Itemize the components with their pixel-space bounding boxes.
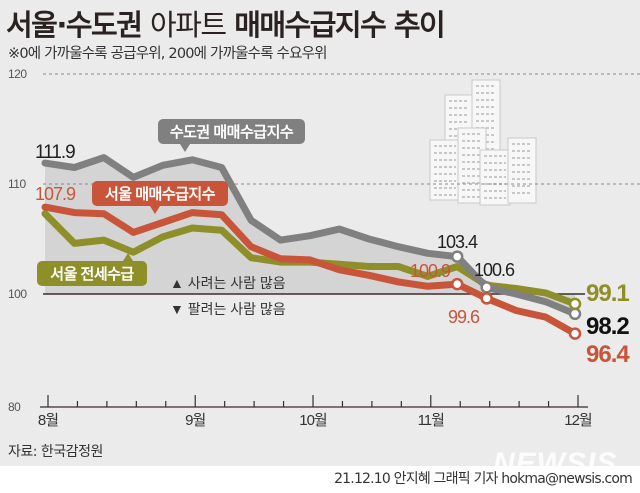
source-text: 자료: 한국감정원 xyxy=(8,444,103,460)
y-tick-label: 110 xyxy=(8,177,26,191)
y-tick-label: 100 xyxy=(8,287,27,301)
credit-text: 21.12.10 안지혜 그래픽 기자 hokma@newsis.com xyxy=(334,471,633,487)
newsis-logo: NEWSIS xyxy=(493,447,618,480)
y-tick-label: 120 xyxy=(8,67,27,81)
data-point-marker xyxy=(568,297,582,311)
data-point-marker xyxy=(450,250,464,263)
callout-box-2 xyxy=(37,261,147,286)
callout-box-0 xyxy=(158,119,305,144)
callout-pointer xyxy=(123,253,133,261)
data-label: 100.6 xyxy=(474,260,515,280)
x-axis: 8월 9월 10월 11월 12월 xyxy=(38,395,593,429)
series-markers xyxy=(450,250,582,340)
data-label: 96.4 xyxy=(586,341,630,368)
x-tick-label: 11월 xyxy=(418,412,445,429)
data-label: 111.9 xyxy=(35,142,75,163)
callout-box-1 xyxy=(92,181,228,206)
annotation-buyers-many: ▲ 사려는 사람 많음 xyxy=(170,275,286,291)
data-label: 100.9 xyxy=(410,261,451,281)
data-point-marker xyxy=(568,307,582,321)
x-tick-label: 12월 xyxy=(564,412,592,429)
data-label: 99.6 xyxy=(448,307,480,327)
subtitle: ※0에 가까울수록 공급우위, 200에 가까울수록 수요우위 xyxy=(8,46,328,62)
data-point-marker xyxy=(480,292,493,305)
series-legend-label: 서울 매매수급지수 xyxy=(105,186,216,203)
building-2 xyxy=(429,139,461,201)
callout-pointer xyxy=(180,144,190,152)
gridlines xyxy=(43,73,640,295)
data-point-marker xyxy=(450,277,464,291)
series-legend-label: 수도권 매매수급지수 xyxy=(170,123,294,141)
direction-annotations: ▲ 사려는 사람 많음 ▼ 팔려는 사람 많음 xyxy=(170,275,286,317)
data-label: 98.2 xyxy=(586,313,629,340)
y-axis-labels: 120 110 100 80 xyxy=(8,67,28,414)
data-point-marker xyxy=(568,327,582,340)
title-rest: 매매수급지수 추이 xyxy=(234,8,446,42)
callout-pointer xyxy=(150,206,160,214)
title-bold: 서울·수도권 xyxy=(6,8,143,42)
y-tick-label: 80 xyxy=(8,400,21,414)
footer-bar xyxy=(0,466,640,493)
data-point-marker xyxy=(480,281,493,294)
series-legend-label: 서울 전세수급 xyxy=(50,266,134,283)
value-labels: 111.9 103.4 100.6 98.2 107.9 100.9 99.6 96.4 99.… xyxy=(35,142,631,368)
data-label: 99.1 xyxy=(586,280,629,307)
apartment-buildings-illustration xyxy=(429,79,537,206)
page-title: 서울·수도권 아파트 매매수급지수 추이 xyxy=(6,2,446,44)
data-label: 107.9 xyxy=(35,184,76,204)
x-tick-label: 10월 xyxy=(299,412,327,429)
title-light: 아파트 xyxy=(150,8,227,42)
x-tick-label: 9월 xyxy=(185,412,205,429)
data-label: 103.4 xyxy=(437,232,478,252)
annotation-sellers-many: ▼ 팔려는 사람 많음 xyxy=(170,301,286,317)
x-tick-label: 8월 xyxy=(38,412,58,429)
